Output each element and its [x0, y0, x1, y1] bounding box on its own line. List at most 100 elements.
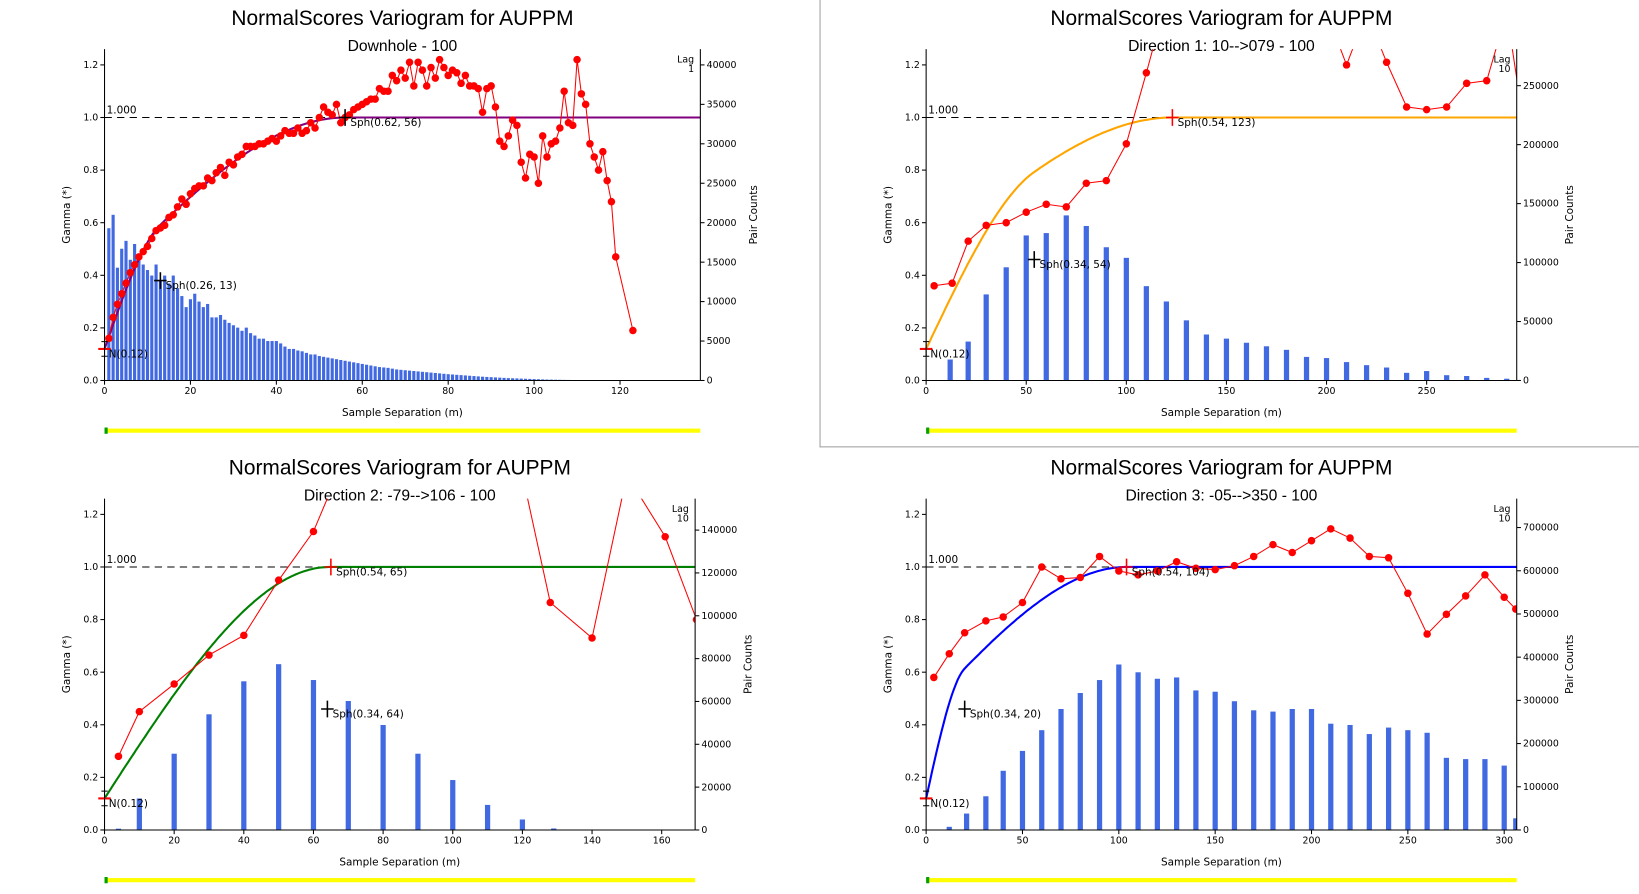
- y-tick-label: 1.0: [83, 113, 98, 124]
- lag-label: Lag: [1494, 55, 1511, 66]
- experimental-point: [229, 161, 238, 169]
- experimental-point: [319, 103, 328, 111]
- experimental-point: [1042, 200, 1051, 209]
- experimental-point: [588, 634, 596, 642]
- lag-value: 10: [1499, 64, 1511, 75]
- experimental-point: [1102, 176, 1111, 185]
- pair-count-bar: [171, 753, 177, 830]
- pair-count-bar: [150, 275, 154, 381]
- experimental-point: [513, 121, 521, 130]
- experimental-point: [345, 445, 353, 453]
- experimental-point: [1307, 536, 1316, 545]
- variogram-panel-1: NormalScores Variogram for AUPPM Downhole…: [61, 7, 760, 419]
- experimental-point: [328, 111, 336, 119]
- pair-count-bar: [380, 725, 386, 830]
- experimental-point: [1192, 564, 1200, 573]
- pair-count-bar: [1103, 247, 1109, 381]
- experimental-point: [186, 190, 195, 198]
- x-tick-label: 150: [1217, 386, 1235, 397]
- pair-count-bar: [296, 350, 300, 381]
- nugget-label: N(0.12): [930, 348, 969, 360]
- x-tick-label: 60: [356, 386, 368, 397]
- experimental-point: [205, 651, 213, 659]
- experimental-point: [538, 132, 547, 140]
- model-curve: [925, 116, 1517, 350]
- x-tick-label: 60: [307, 836, 319, 847]
- experimental-point: [504, 132, 513, 140]
- pair-count-bar: [1283, 349, 1290, 381]
- pair-count-bar: [395, 369, 399, 381]
- experimental-point: [388, 71, 397, 80]
- y-axis-label: Gamma (*): [883, 635, 895, 693]
- pair-count-bar: [276, 664, 282, 830]
- experimental-point: [315, 113, 324, 122]
- pair-count-bar: [1183, 320, 1190, 381]
- y-tick-label: 1.2: [83, 60, 98, 71]
- pair-count-bar: [1464, 376, 1470, 381]
- experimental-point: [1163, 0, 1171, 3]
- x-tick-label: 100: [1117, 386, 1135, 397]
- experimental-point: [930, 282, 938, 290]
- chart-subtitle: Direction 3: -05-->350 - 100: [1125, 488, 1317, 505]
- y-tick-label: 0.6: [905, 218, 920, 229]
- structure-label: Sph(0.26, 13): [166, 280, 237, 292]
- x-tick-label: 120: [513, 836, 531, 847]
- pair-count-bar: [347, 361, 351, 381]
- experimental-point: [276, 132, 285, 140]
- x-axis-label: Sample Separation (m): [339, 857, 460, 869]
- lag-label: Lag: [672, 504, 689, 515]
- pair-count-bar: [1243, 342, 1250, 381]
- y-tick-label: 0.4: [83, 720, 98, 731]
- experimental-point: [999, 613, 1007, 621]
- experimental-point: [1423, 630, 1431, 638]
- pair-count-bar: [541, 379, 545, 381]
- experimental-point: [611, 253, 620, 261]
- x-tick-label: 250: [1399, 836, 1417, 847]
- experimental-point: [1442, 610, 1451, 619]
- experimental-point: [272, 137, 281, 145]
- pair-count-bar: [244, 327, 248, 381]
- pair-count-bar: [330, 358, 334, 381]
- pair-count-bar: [236, 327, 240, 381]
- experimental-point: [603, 176, 611, 185]
- y2-tick-label: 30000: [707, 139, 737, 150]
- experimental-point: [1346, 534, 1354, 542]
- nugget-label: N(0.12): [109, 348, 148, 360]
- experimental-point: [1018, 598, 1027, 607]
- pair-count-bar: [287, 348, 291, 381]
- experimental-point: [1512, 605, 1517, 613]
- sill-label: 1.000: [107, 104, 137, 116]
- pair-count-bar: [446, 374, 450, 381]
- pair-count-bar: [1231, 701, 1238, 830]
- pair-count-bar: [231, 325, 235, 381]
- pair-count-bar: [1366, 734, 1372, 830]
- y2-tick-label: 50000: [1523, 317, 1553, 328]
- experimental-point: [530, 153, 538, 161]
- pair-count-bar: [1083, 226, 1089, 381]
- y-tick-label: 0.8: [83, 615, 98, 626]
- experimental-point: [1500, 593, 1508, 601]
- pair-count-bar: [270, 341, 274, 381]
- experimental-point: [1062, 203, 1071, 211]
- experimental-point: [135, 253, 143, 261]
- y2-tick-label: 250000: [1523, 81, 1559, 92]
- experimental-point: [453, 69, 461, 77]
- pair-count-bar: [442, 373, 446, 381]
- pair-count-bar: [206, 303, 210, 381]
- pair-count-bar: [317, 356, 321, 381]
- pair-count-bar: [128, 259, 132, 381]
- experimental-point: [599, 147, 607, 156]
- pair-count-bar: [369, 365, 373, 381]
- pair-count-bar: [1163, 301, 1169, 381]
- experimental-point: [1153, 567, 1162, 575]
- experimental-point: [461, 71, 470, 80]
- x-axis-label: Sample Separation (m): [1161, 407, 1282, 419]
- experimental-point: [440, 63, 448, 72]
- chart-subtitle: Direction 1: 10-->079 - 100: [1128, 38, 1315, 55]
- pair-count-bar: [1404, 372, 1410, 381]
- experimental-point: [546, 598, 555, 607]
- experimental-point: [384, 87, 392, 95]
- x-tick-label: 20: [184, 386, 196, 397]
- experimental-point: [487, 82, 495, 90]
- y-tick-label: 1.0: [905, 562, 920, 573]
